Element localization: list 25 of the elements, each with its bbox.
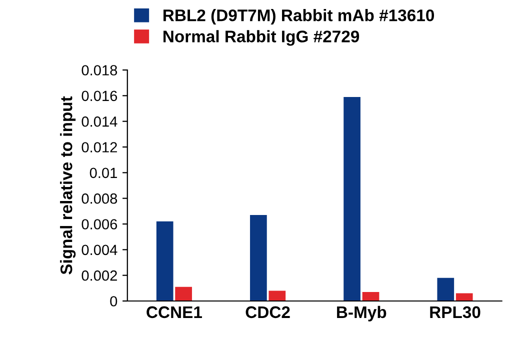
x-tick-label: CCNE1 [146, 306, 202, 318]
x-tick-label: RPL30 [430, 306, 480, 318]
bar [437, 278, 454, 301]
y-tick-label: 0.006 [82, 219, 118, 230]
bar [456, 293, 473, 301]
x-tick-label: B-Myb [337, 306, 386, 322]
bar [344, 96, 360, 301]
legend-label: RBL2 (D9T7M) Rabbit mAb #13610 [164, 9, 434, 25]
legend-label: Normal Rabbit IgG #2729 [164, 30, 360, 46]
y-tick-label: 0 [110, 296, 118, 306]
y-tick-label: 0.014 [82, 116, 118, 127]
bar [156, 221, 174, 301]
bar [175, 286, 192, 301]
y-tick-label: 0.004 [82, 244, 118, 256]
y-tick-label: 0.018 [82, 65, 118, 76]
bar [268, 290, 286, 301]
y-tick-label: 0.016 [82, 90, 118, 102]
y-tick-label: 0.012 [82, 142, 117, 152]
y-tick-label: 0.01 [90, 168, 117, 178]
y-tick-label: 0.008 [82, 193, 118, 204]
y-tick-label: 0.002 [82, 270, 117, 281]
bar [250, 215, 267, 301]
y-axis-title: Signal relative to input [60, 96, 76, 274]
bar [362, 292, 380, 301]
x-tick-label: CDC2 [246, 306, 290, 318]
